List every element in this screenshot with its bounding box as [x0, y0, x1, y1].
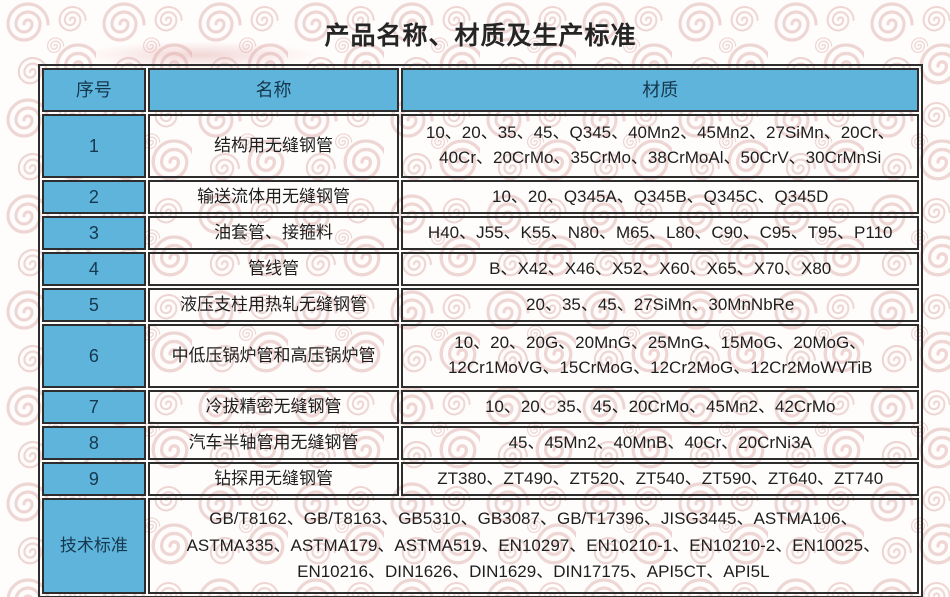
table-row: 6 中低压锅炉管和高压锅炉管 10、20、20G、20MnG、25MnG、15M…	[42, 324, 919, 388]
column-header-name: 名称	[147, 68, 400, 112]
table-row: 4 管线管 B、X42、X46、X52、X60、X65、X70、X80	[42, 252, 919, 286]
row-number: 9	[42, 462, 146, 496]
table-row: 1 结构用无缝钢管 10、20、35、45、Q345、40Mn2、45Mn2、2…	[42, 114, 919, 178]
table-row: 9 钻探用无缝钢管 ZT380、ZT490、ZT520、ZT540、ZT590、…	[42, 462, 919, 496]
column-header-material: 材质	[401, 68, 919, 112]
standards-list: GB/T8162、GB/T8163、GB5310、GB3087、GB/T1739…	[147, 498, 919, 594]
product-name: 油套管、接箍料	[147, 216, 400, 250]
table-row: 5 液压支柱用热轧无缝钢管 20、35、45、27SiMn、30MnNbRe	[42, 288, 919, 322]
standards-row: 技术标准 GB/T8162、GB/T8163、GB5310、GB3087、GB/…	[42, 498, 919, 594]
row-number: 1	[42, 114, 146, 178]
row-number: 8	[42, 426, 146, 460]
product-materials: 20、35、45、27SiMn、30MnNbRe	[401, 288, 919, 322]
column-header-no: 序号	[42, 68, 146, 112]
table-row: 2 输送流体用无缝钢管 10、20、Q345A、Q345B、Q345C、Q345…	[42, 180, 919, 214]
product-name: 汽车半轴管用无缝钢管	[147, 426, 400, 460]
product-table: 序号 名称 材质 1 结构用无缝钢管 10、20、35、45、Q345、40Mn…	[38, 64, 923, 597]
row-number: 2	[42, 180, 146, 214]
product-materials: B、X42、X46、X52、X60、X65、X70、X80	[401, 252, 919, 286]
product-name: 结构用无缝钢管	[147, 114, 400, 178]
product-materials: H40、J55、K55、N80、M65、L80、C90、C95、T95、P110	[401, 216, 919, 250]
product-materials: 10、20、35、45、20CrMo、45Mn2、42CrMo	[401, 390, 919, 424]
table-row: 3 油套管、接箍料 H40、J55、K55、N80、M65、L80、C90、C9…	[42, 216, 919, 250]
product-materials: ZT380、ZT490、ZT520、ZT540、ZT590、ZT640、ZT74…	[401, 462, 919, 496]
product-name: 管线管	[147, 252, 400, 286]
standards-label: 技术标准	[42, 498, 146, 594]
product-name: 输送流体用无缝钢管	[147, 180, 400, 214]
table-row: 8 汽车半轴管用无缝钢管 45、45Mn2、40MnB、40Cr、20CrNi3…	[42, 426, 919, 460]
product-materials: 10、20、35、45、Q345、40Mn2、45Mn2、27SiMn、20Cr…	[401, 114, 919, 178]
row-number: 6	[42, 324, 146, 388]
product-name: 钻探用无缝钢管	[147, 462, 400, 496]
row-number: 3	[42, 216, 146, 250]
product-materials: 10、20、20G、20MnG、25MnG、15MoG、20MoG、12Cr1M…	[401, 324, 919, 388]
table-row: 7 冷拔精密无缝钢管 10、20、35、45、20CrMo、45Mn2、42Cr…	[42, 390, 919, 424]
product-name: 中低压锅炉管和高压锅炉管	[147, 324, 400, 388]
row-number: 7	[42, 390, 146, 424]
product-name: 液压支柱用热轧无缝钢管	[147, 288, 400, 322]
page-title: 产品名称、材质及生产标准	[324, 22, 637, 50]
product-name: 冷拔精密无缝钢管	[147, 390, 400, 424]
row-number: 5	[42, 288, 146, 322]
table-header-row: 序号 名称 材质	[42, 68, 919, 112]
row-number: 4	[42, 252, 146, 286]
product-materials: 10、20、Q345A、Q345B、Q345C、Q345D	[401, 180, 919, 214]
product-materials: 45、45Mn2、40MnB、40Cr、20CrNi3A	[401, 426, 919, 460]
